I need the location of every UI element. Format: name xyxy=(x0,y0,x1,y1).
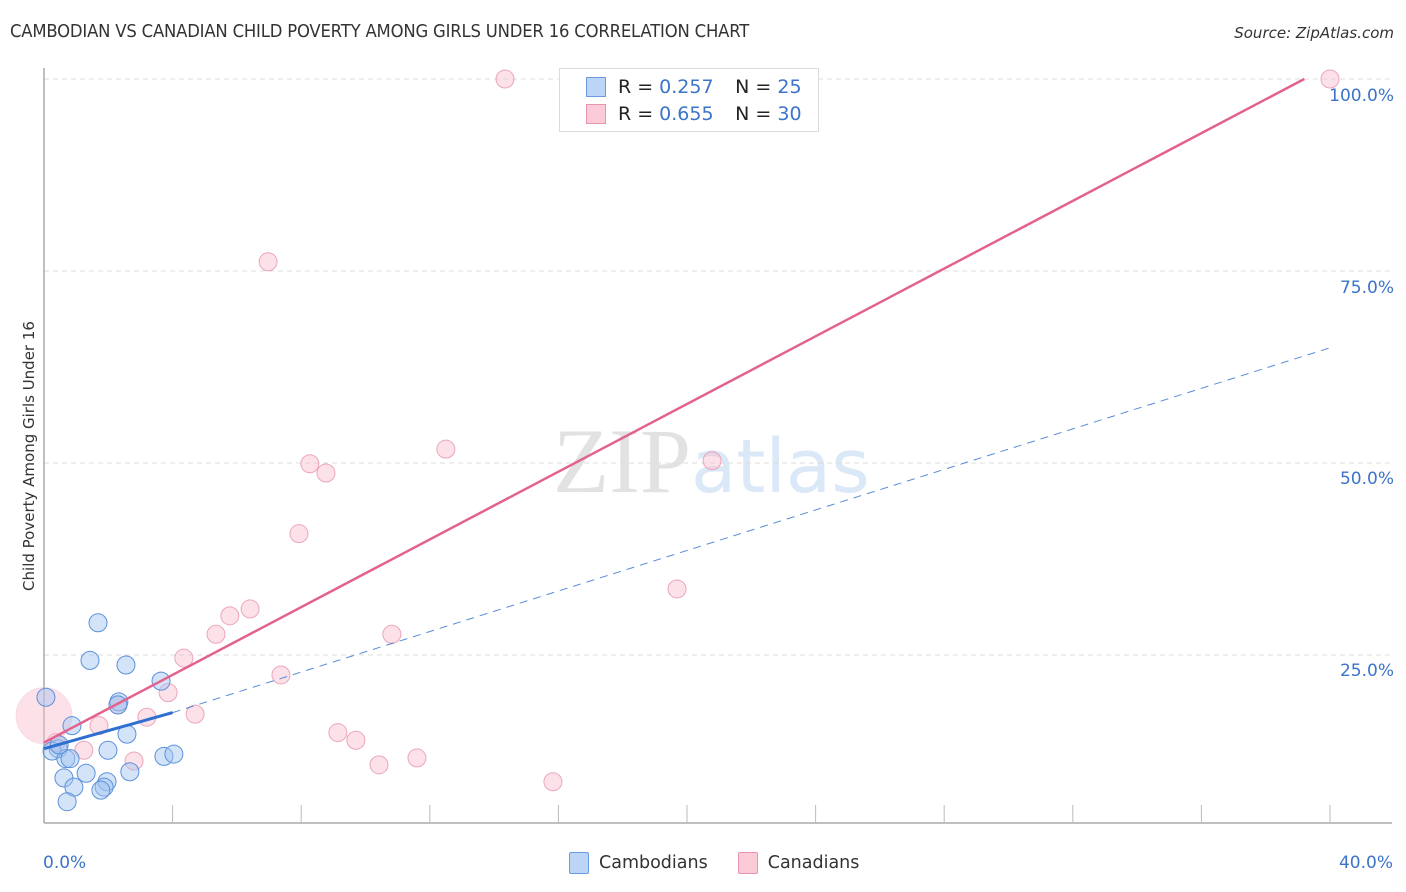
cambodians-point[interactable] xyxy=(98,740,118,760)
canadians-point[interactable] xyxy=(382,624,402,644)
r-value: 0.257 xyxy=(659,76,714,98)
cambodians-point[interactable] xyxy=(80,650,100,670)
cambodians-point[interactable] xyxy=(76,763,96,783)
legend-row-canadians: R = 0.655 N = 30 xyxy=(586,103,802,125)
cambodians-point[interactable] xyxy=(164,744,184,764)
canadians-trend-line xyxy=(43,77,1305,744)
canadians-point[interactable] xyxy=(346,730,366,750)
cambodians-trend-line xyxy=(43,711,174,751)
chart-title: CAMBODIAN VS CANADIAN CHILD POVERTY AMON… xyxy=(10,22,750,42)
canadians-point[interactable] xyxy=(124,751,144,771)
axes xyxy=(43,68,1392,824)
canadians-point[interactable] xyxy=(15,687,73,745)
source-label: Source: ZipAtlas.com xyxy=(1234,24,1394,42)
pink-swatch-icon xyxy=(586,104,606,124)
blue-swatch-icon xyxy=(586,77,606,97)
series-legend: Cambodians Canadians xyxy=(569,852,889,874)
canadians-point[interactable] xyxy=(258,252,278,272)
canadians-point[interactable] xyxy=(174,648,194,668)
cambodians-point[interactable] xyxy=(57,792,77,812)
r-label: R = xyxy=(618,76,654,98)
n-value: 25 xyxy=(777,76,802,98)
trend-lines xyxy=(43,77,1331,751)
y-tick-100: 100.0% xyxy=(1329,86,1394,106)
canadians-point[interactable] xyxy=(407,748,427,768)
cambodians-point[interactable] xyxy=(60,749,80,769)
r-value: 0.655 xyxy=(659,103,714,125)
n-label: N = xyxy=(735,76,772,98)
canadians-point[interactable] xyxy=(667,579,687,599)
canadians-point[interactable] xyxy=(289,524,309,544)
canadians-point[interactable] xyxy=(702,451,722,471)
canadians-point[interactable] xyxy=(158,683,178,703)
canadians-point[interactable] xyxy=(240,599,260,619)
n-label: N = xyxy=(735,103,772,125)
canadians-points xyxy=(15,69,1340,792)
x-tick-40: 40.0% xyxy=(1338,853,1393,873)
canadians-point[interactable] xyxy=(1320,69,1340,89)
legend-row-cambodians: R = 0.257 N = 25 xyxy=(586,76,802,98)
canadians-point[interactable] xyxy=(495,69,515,89)
canadians-point[interactable] xyxy=(220,606,240,626)
canadians-point[interactable] xyxy=(185,704,205,724)
cambodians-point[interactable] xyxy=(56,749,76,769)
y-tick-75: 75.0% xyxy=(1339,278,1394,298)
canadians-point[interactable] xyxy=(74,740,94,760)
cambodians-point[interactable] xyxy=(94,777,114,797)
r-label: R = xyxy=(618,103,654,125)
n-value: 30 xyxy=(777,103,802,125)
legend-item-cambodians[interactable]: Cambodians xyxy=(569,852,708,874)
cambodians-point[interactable] xyxy=(36,687,56,707)
legend-label-canadians: Canadians xyxy=(767,853,860,873)
canadians-point[interactable] xyxy=(328,723,348,743)
y-axis-label: Child Poverty Among Girls Under 16 xyxy=(20,321,38,591)
canadians-point[interactable] xyxy=(316,463,336,483)
y-tick-50: 50.0% xyxy=(1339,469,1394,489)
cambodians-point[interactable] xyxy=(88,613,108,633)
canadians-point[interactable] xyxy=(543,772,563,792)
cambodians-point[interactable] xyxy=(116,655,136,675)
legend-item-canadians[interactable]: Canadians xyxy=(737,852,860,874)
canadians-swatch-icon xyxy=(737,852,758,874)
legend-label-cambodians: Cambodians xyxy=(599,853,708,873)
canadians-point[interactable] xyxy=(300,454,320,474)
cambodians-point[interactable] xyxy=(91,780,111,800)
correlation-legend: R = 0.257 N = 25 R = 0.655 N = 30 xyxy=(559,68,819,132)
y-tick-25: 25.0% xyxy=(1339,661,1394,681)
cambodians-point[interactable] xyxy=(120,762,140,782)
canadians-point[interactable] xyxy=(206,624,226,644)
canadians-point[interactable] xyxy=(271,665,291,685)
canadians-point[interactable] xyxy=(436,439,456,459)
cambodians-trend-extension xyxy=(172,347,1331,714)
canadians-point[interactable] xyxy=(369,755,389,775)
gridlines xyxy=(44,78,1392,656)
x-tick-0: 0.0% xyxy=(43,853,87,873)
cambodians-swatch-icon xyxy=(569,852,589,874)
